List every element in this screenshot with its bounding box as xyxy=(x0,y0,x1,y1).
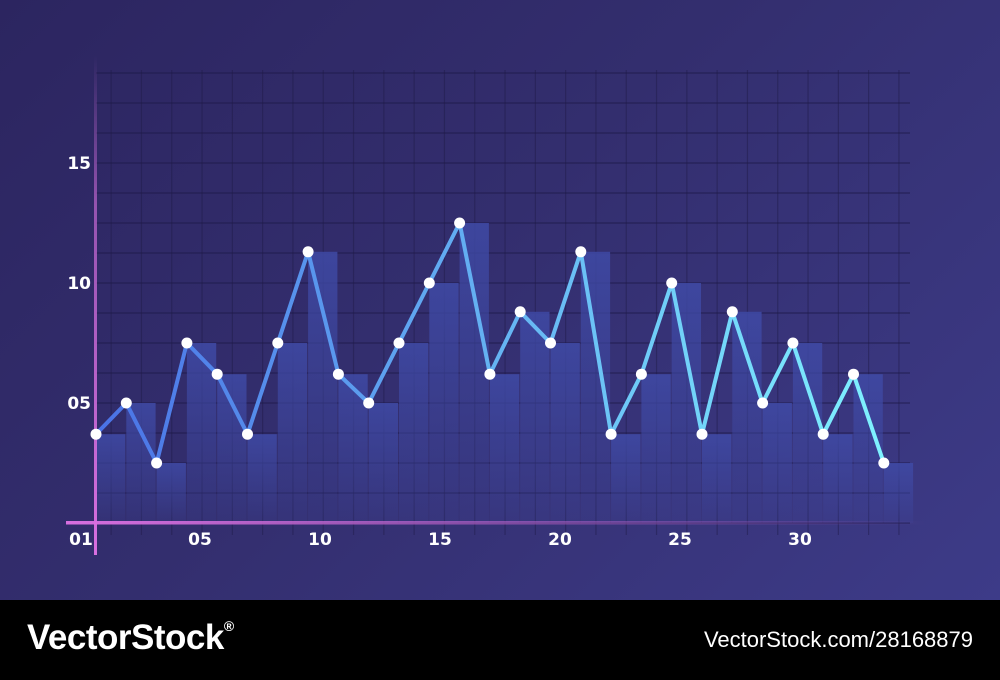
data-point xyxy=(575,246,587,258)
data-point xyxy=(423,277,435,289)
data-point xyxy=(726,306,738,318)
x-tick-label: 15 xyxy=(428,530,452,550)
bar xyxy=(277,343,308,523)
data-points xyxy=(90,217,890,469)
data-point xyxy=(332,368,344,380)
bar xyxy=(883,463,914,523)
bar xyxy=(459,223,489,523)
bar xyxy=(823,434,853,523)
vectorstock-logo: VectorStock® xyxy=(27,618,234,658)
data-point xyxy=(696,428,708,440)
data-point xyxy=(757,397,769,409)
bar xyxy=(489,374,520,523)
registered-mark: ® xyxy=(223,618,234,634)
bar-series xyxy=(96,223,914,524)
bar xyxy=(641,374,671,523)
bar xyxy=(247,434,277,523)
data-point xyxy=(211,368,223,380)
data-point xyxy=(787,337,799,349)
bar xyxy=(611,434,641,523)
chart-canvas: 05 10 15 01 05 10 15 20 25 30 xyxy=(0,0,1000,600)
data-point xyxy=(545,337,556,349)
data-point xyxy=(605,428,617,440)
bar xyxy=(156,463,186,523)
data-point xyxy=(484,368,496,380)
bar xyxy=(186,343,217,523)
data-point xyxy=(363,397,375,409)
data-point xyxy=(302,246,314,258)
y-tick-label: 10 xyxy=(67,274,91,294)
x-tick-label: 10 xyxy=(308,530,332,550)
bar xyxy=(732,311,762,523)
bar xyxy=(762,403,792,523)
bar xyxy=(702,434,732,523)
x-tick-label: 05 xyxy=(188,530,212,550)
tick-labels: 05 10 15 01 05 10 15 20 25 30 xyxy=(67,154,812,550)
bar xyxy=(96,434,126,523)
bar xyxy=(368,403,398,523)
x-tick-label: 20 xyxy=(548,530,572,550)
bar xyxy=(792,343,823,523)
bar xyxy=(126,403,156,523)
bar xyxy=(429,283,459,523)
data-point xyxy=(635,368,647,380)
data-point xyxy=(151,457,163,469)
data-point xyxy=(878,457,890,469)
bar xyxy=(520,311,550,523)
watermark-bar: VectorStock® VectorStock.com/28168879 xyxy=(0,600,1000,680)
x-tick-label: 25 xyxy=(668,530,692,550)
bar xyxy=(308,251,338,524)
data-point xyxy=(272,337,284,349)
axes xyxy=(66,55,926,555)
line-chart: 05 10 15 01 05 10 15 20 25 30 xyxy=(66,55,926,555)
data-point xyxy=(393,337,405,349)
data-point xyxy=(90,428,102,440)
y-tick-label: 05 xyxy=(67,394,91,414)
x-tick-label: 30 xyxy=(788,530,812,550)
y-tick-label: 15 xyxy=(67,154,91,174)
data-point xyxy=(454,217,466,229)
y-axis xyxy=(94,55,97,555)
data-point xyxy=(181,337,193,349)
data-point xyxy=(848,368,859,380)
bar xyxy=(550,343,580,523)
data-point xyxy=(120,397,132,409)
watermark-url: VectorStock.com/28168879 xyxy=(703,627,973,652)
data-point xyxy=(514,306,526,318)
x-tick-label: 01 xyxy=(69,530,93,550)
data-point xyxy=(817,428,829,440)
data-point xyxy=(242,428,253,440)
brand-name: VectorStock xyxy=(27,618,224,657)
x-axis xyxy=(66,521,926,525)
bar xyxy=(580,251,611,524)
data-point xyxy=(666,277,678,289)
bar xyxy=(399,343,429,523)
bar xyxy=(217,374,247,523)
